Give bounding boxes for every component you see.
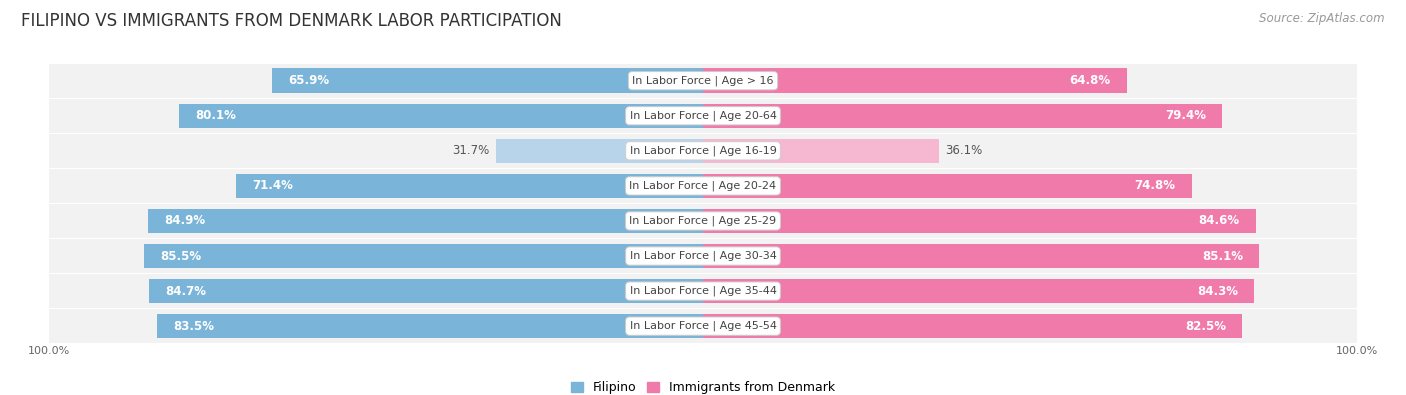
Text: 84.3%: 84.3% <box>1197 284 1237 297</box>
Text: 83.5%: 83.5% <box>173 320 215 333</box>
Bar <box>703 139 939 163</box>
Text: 36.1%: 36.1% <box>946 144 983 157</box>
Bar <box>236 174 703 198</box>
Bar <box>49 133 1357 134</box>
Bar <box>703 314 1243 339</box>
Text: 84.6%: 84.6% <box>1199 214 1240 228</box>
Text: 64.8%: 64.8% <box>1069 74 1111 87</box>
Bar <box>49 134 1357 168</box>
Text: In Labor Force | Age 35-44: In Labor Force | Age 35-44 <box>630 286 776 296</box>
Bar <box>703 209 1256 233</box>
Bar <box>49 273 1357 274</box>
Text: 84.7%: 84.7% <box>166 284 207 297</box>
Text: 84.9%: 84.9% <box>165 214 205 228</box>
Text: In Labor Force | Age > 16: In Labor Force | Age > 16 <box>633 75 773 86</box>
Text: 31.7%: 31.7% <box>451 144 489 157</box>
Bar <box>49 168 1357 169</box>
Text: 71.4%: 71.4% <box>253 179 294 192</box>
Bar <box>703 279 1254 303</box>
Bar <box>49 343 1357 344</box>
Bar <box>49 98 1357 99</box>
Bar <box>703 68 1126 93</box>
Bar <box>49 98 1357 134</box>
Text: 74.8%: 74.8% <box>1135 179 1175 192</box>
Text: Source: ZipAtlas.com: Source: ZipAtlas.com <box>1260 12 1385 25</box>
Text: FILIPINO VS IMMIGRANTS FROM DENMARK LABOR PARTICIPATION: FILIPINO VS IMMIGRANTS FROM DENMARK LABO… <box>21 12 562 30</box>
Bar <box>273 68 703 93</box>
Bar <box>180 103 703 128</box>
Text: 82.5%: 82.5% <box>1185 320 1226 333</box>
Bar <box>49 308 1357 344</box>
Bar <box>49 167 1357 168</box>
Bar <box>496 139 703 163</box>
Text: In Labor Force | Age 25-29: In Labor Force | Age 25-29 <box>630 216 776 226</box>
Text: In Labor Force | Age 45-54: In Labor Force | Age 45-54 <box>630 321 776 331</box>
Text: In Labor Force | Age 20-64: In Labor Force | Age 20-64 <box>630 111 776 121</box>
Bar <box>49 273 1357 308</box>
Text: In Labor Force | Age 20-24: In Labor Force | Age 20-24 <box>630 181 776 191</box>
Bar <box>703 103 1222 128</box>
Bar <box>49 239 1357 273</box>
Bar <box>143 244 703 268</box>
Text: 85.5%: 85.5% <box>160 250 201 263</box>
Bar <box>149 279 703 303</box>
Bar <box>49 168 1357 203</box>
Legend: Filipino, Immigrants from Denmark: Filipino, Immigrants from Denmark <box>565 376 841 395</box>
Bar <box>157 314 703 339</box>
Bar <box>703 174 1192 198</box>
Bar <box>49 63 1357 98</box>
Bar <box>49 308 1357 309</box>
Bar <box>49 238 1357 239</box>
Text: In Labor Force | Age 16-19: In Labor Force | Age 16-19 <box>630 146 776 156</box>
Bar <box>49 63 1357 64</box>
Text: In Labor Force | Age 30-34: In Labor Force | Age 30-34 <box>630 251 776 261</box>
Bar <box>703 244 1260 268</box>
Text: 85.1%: 85.1% <box>1202 250 1243 263</box>
Bar <box>49 203 1357 204</box>
Text: 80.1%: 80.1% <box>195 109 236 122</box>
Bar <box>49 203 1357 239</box>
Text: 65.9%: 65.9% <box>288 74 329 87</box>
Text: 79.4%: 79.4% <box>1164 109 1206 122</box>
Bar <box>148 209 703 233</box>
